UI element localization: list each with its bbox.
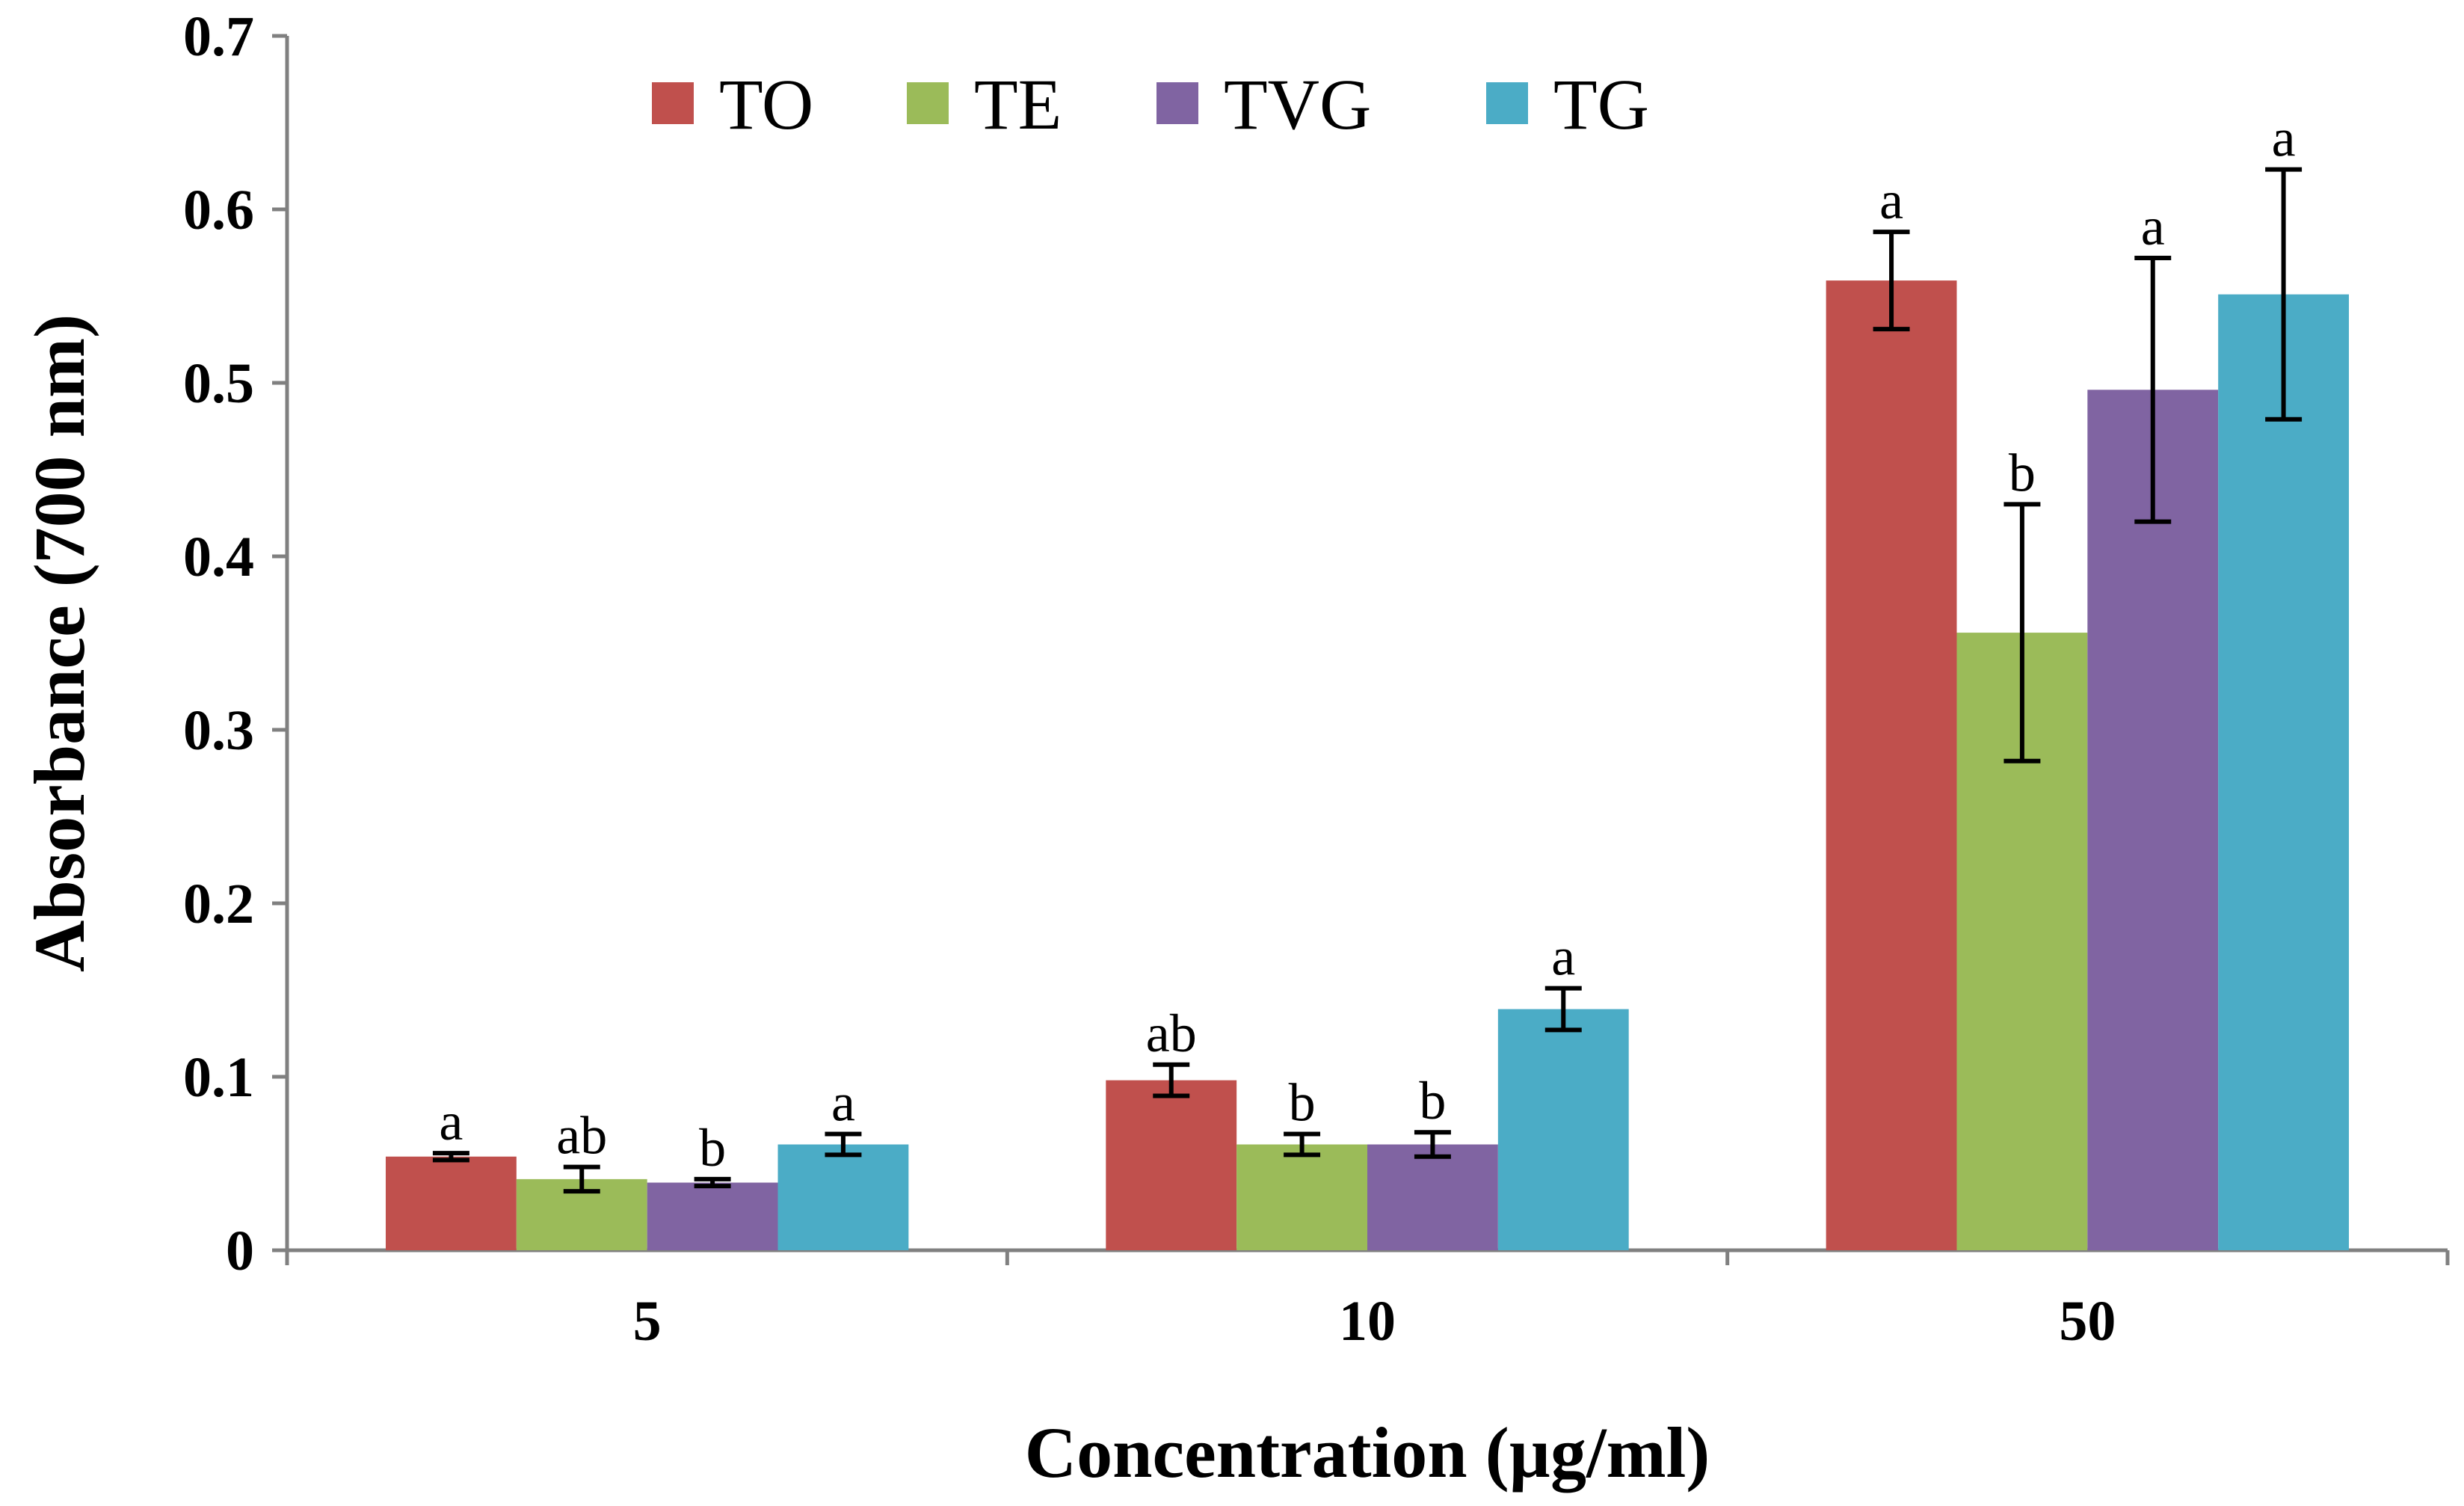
y-tick-label: 0: [226, 1220, 254, 1282]
y-tick-label: 0.4: [183, 526, 254, 588]
legend: TO TE TVG TG: [652, 64, 1649, 144]
legend-swatch: [907, 82, 949, 124]
legend-label: TVG: [1224, 64, 1371, 144]
legend-swatch: [1156, 82, 1198, 124]
y-tick-label: 0.7: [183, 5, 254, 68]
significance-label: a: [1551, 927, 1575, 987]
legend-swatch: [1486, 82, 1528, 124]
significance-labels: a ab a ab b b b b a a a a: [439, 108, 2295, 1178]
x-tick-label: 50: [2059, 1290, 2116, 1353]
y-axis-title: Absorbance (700 nm): [19, 314, 99, 972]
x-axis-title: Concentration (µg/ml): [1025, 1413, 1710, 1493]
bar: [385, 1156, 517, 1250]
error-bars: [432, 167, 2303, 1194]
bar: [1826, 280, 1957, 1250]
bars: [385, 280, 2350, 1251]
y-tick-label: 0.2: [183, 873, 254, 935]
bar: [2218, 294, 2350, 1251]
significance-label: b: [2009, 443, 2036, 502]
significance-label: a: [439, 1092, 463, 1152]
y-ticks: 0 0.1 0.2 0.3 0.4 0.5 0.6 0.7: [183, 5, 287, 1282]
significance-label: a: [2272, 108, 2296, 168]
y-tick-label: 0.1: [183, 1046, 254, 1109]
bar: [647, 1182, 778, 1250]
significance-label: ab: [556, 1106, 607, 1166]
significance-label: ab: [1146, 1004, 1197, 1063]
significance-label: b: [699, 1118, 726, 1178]
bar: [1106, 1080, 1237, 1250]
y-tick-label: 0.3: [183, 699, 254, 762]
y-tick-label: 0.5: [183, 352, 254, 415]
x-tick-label: 5: [633, 1290, 662, 1353]
legend-label: TG: [1553, 64, 1649, 144]
x-tick-label: 10: [1339, 1290, 1396, 1353]
bar: [1367, 1144, 1498, 1250]
bar: [1236, 1144, 1367, 1250]
bar: [777, 1144, 909, 1250]
y-tick-label: 0.6: [183, 179, 254, 242]
legend-label: TO: [719, 64, 813, 144]
bar: [1497, 1009, 1629, 1250]
significance-label: a: [831, 1073, 855, 1133]
significance-label: b: [1419, 1071, 1446, 1131]
legend-label: TE: [974, 64, 1062, 144]
legend-swatch: [652, 82, 694, 124]
significance-label: a: [1879, 170, 1903, 230]
significance-label: a: [2141, 197, 2165, 256]
x-ticks: 5 10 50: [285, 1250, 2450, 1353]
bar: [2087, 390, 2219, 1250]
significance-label: b: [1289, 1073, 1316, 1133]
